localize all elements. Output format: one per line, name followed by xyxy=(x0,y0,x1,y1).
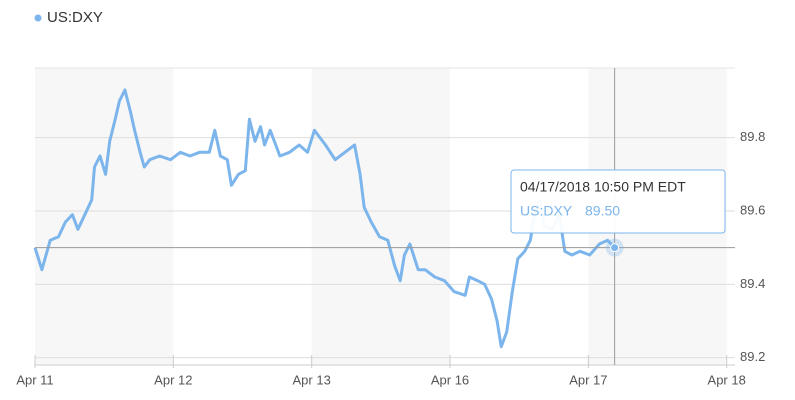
tooltip-value: 89.50 xyxy=(585,203,620,219)
y-tick-label: 89.6 xyxy=(740,202,765,217)
y-tick-label: 89.2 xyxy=(740,349,765,364)
y-tick-label: 89.4 xyxy=(740,276,765,291)
day-band xyxy=(311,68,451,365)
y-tick-label: 89.8 xyxy=(740,129,765,144)
legend-marker xyxy=(34,14,42,22)
x-tick-label: Apr 17 xyxy=(569,372,607,387)
x-tick-label: Apr 12 xyxy=(154,372,192,387)
day-band xyxy=(35,68,174,365)
x-tick-label: Apr 11 xyxy=(16,372,53,387)
line-series xyxy=(33,88,616,349)
tooltip-series: US:DXY xyxy=(520,203,573,219)
hover-point xyxy=(610,243,620,253)
legend-label[interactable]: US:DXY xyxy=(47,9,103,26)
tooltip-box xyxy=(510,169,726,234)
tooltip-title: 04/17/2018 10:50 PM EDT xyxy=(520,179,686,195)
x-tick-label: Apr 13 xyxy=(293,372,331,387)
x-tick-label: Apr 16 xyxy=(431,372,469,387)
x-tick-label: Apr 18 xyxy=(708,372,746,387)
